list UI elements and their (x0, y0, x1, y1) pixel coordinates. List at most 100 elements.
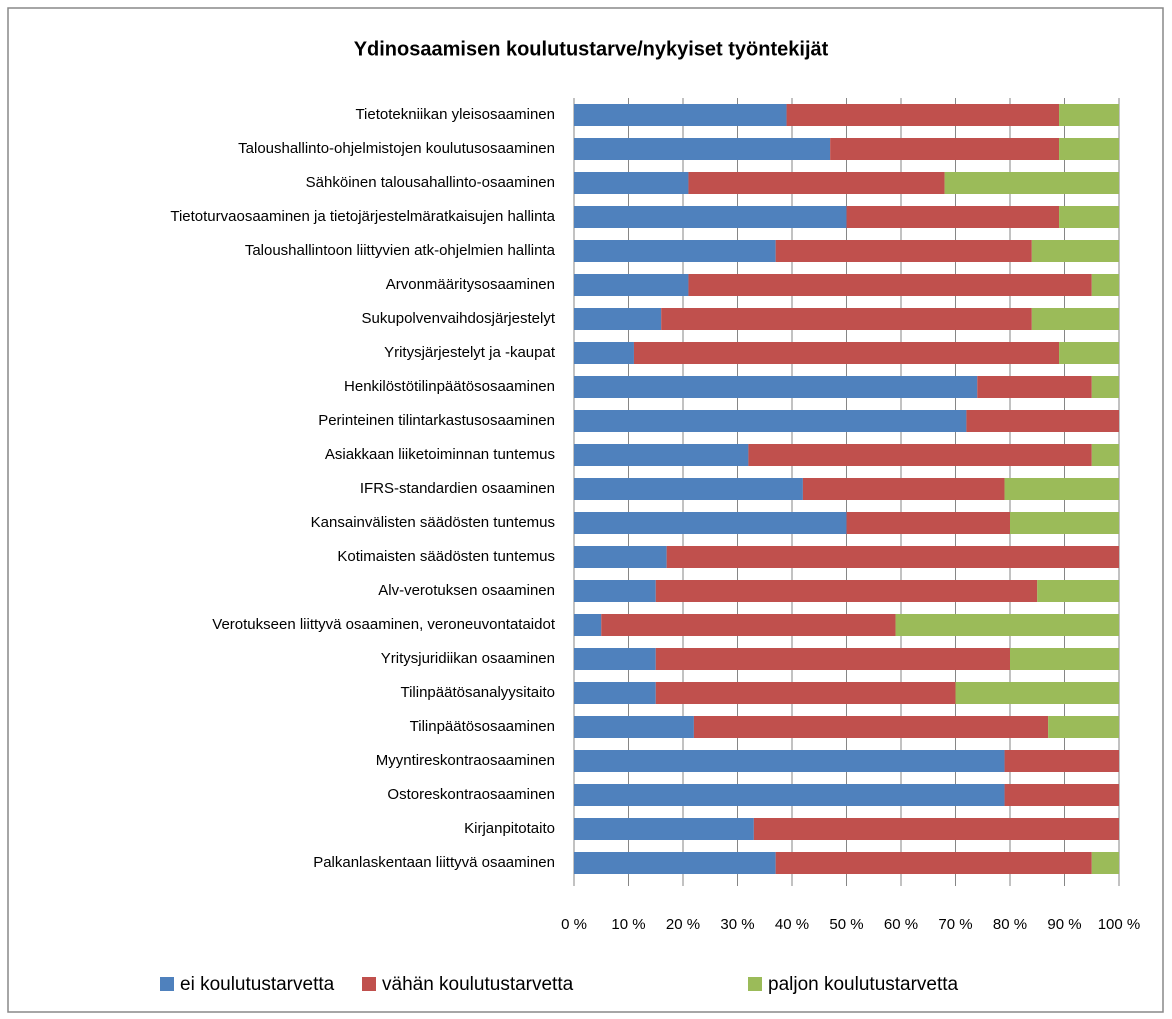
bar-segment (688, 172, 945, 194)
bar-segment (1059, 342, 1119, 364)
x-tick-label: 50 % (829, 916, 863, 933)
legend-swatch (362, 977, 376, 991)
bar-segment (574, 444, 749, 466)
legend-swatch (160, 977, 174, 991)
bar-segment (574, 342, 634, 364)
bar-segment (574, 478, 803, 500)
bar-segment (775, 852, 1092, 874)
bar-segment (574, 784, 1005, 806)
bar-segment (574, 138, 831, 160)
y-tick-label: Henkilöstötilinpäätösosaaminen (344, 378, 555, 395)
y-tick-label: Tilinpäätösosaaminen (410, 718, 555, 735)
x-tick-label: 100 % (1098, 916, 1141, 933)
bar-segment (1091, 274, 1119, 296)
bar-segment (1037, 580, 1119, 602)
y-tick-label: Sähköinen talousahallinto-osaaminen (306, 174, 555, 191)
x-tick-label: 90 % (1047, 916, 1081, 933)
bar-segment (574, 648, 656, 670)
bar-segment (966, 410, 1119, 432)
bar-segment (748, 444, 1092, 466)
bar-segment (1059, 206, 1119, 228)
bar-segment (1004, 784, 1119, 806)
bar-segment (955, 682, 1119, 704)
y-tick-label: Verotukseen liittyvä osaaminen, veroneuv… (212, 616, 556, 633)
bar-segment (574, 240, 776, 262)
y-tick-label: Myyntireskontraosaaminen (376, 752, 555, 769)
bar-segment (655, 648, 1010, 670)
bar-segment (1010, 648, 1119, 670)
bar-segment (1010, 512, 1119, 534)
bar-segment (1059, 104, 1119, 126)
bar-segment (1004, 750, 1119, 772)
bar-segment (574, 750, 1005, 772)
bar-segment (753, 818, 1119, 840)
bar-segment (574, 716, 694, 738)
y-tick-label: Yritysjärjestelyt ja -kaupat (384, 344, 556, 361)
bar-segment (574, 580, 656, 602)
bar-segment (633, 342, 1060, 364)
y-tick-label: Tietoturvaosaaminen ja tietojärjestelmär… (170, 208, 555, 225)
legend-label: vähän koulutustarvetta (382, 974, 574, 995)
bar-segment (1048, 716, 1119, 738)
bar-segment (786, 104, 1060, 126)
bar-segment (574, 682, 656, 704)
x-tick-label: 0 % (561, 916, 587, 933)
y-tick-label: Taloushallintoon liittyvien atk-ohjelmie… (245, 242, 556, 259)
bar-segment (846, 512, 1010, 534)
y-tick-label: Asiakkaan liiketoiminnan tuntemus (325, 446, 555, 463)
bar-segment (688, 274, 1092, 296)
bar-segment (574, 614, 602, 636)
bar-segment (693, 716, 1049, 738)
y-tick-label: Tilinpäätösanalyysitaito (400, 684, 555, 701)
bar-segment (977, 376, 1092, 398)
bar-segment (775, 240, 1032, 262)
bar-segment (666, 546, 1119, 568)
y-tick-label: Ostoreskontraosaaminen (387, 786, 555, 803)
bar-segment (574, 818, 754, 840)
x-tick-label: 70 % (938, 916, 972, 933)
bar-segment (1091, 376, 1119, 398)
x-tick-label: 40 % (775, 916, 809, 933)
bar-segment (574, 104, 787, 126)
y-tick-label: Kotimaisten säädösten tuntemus (337, 548, 555, 565)
bar-segment (574, 852, 776, 874)
chart-title: Ydinosaamisen koulutustarve/nykyiset työ… (354, 38, 829, 60)
legend-label: paljon koulutustarvetta (768, 974, 959, 995)
legend-label: ei koulutustarvetta (180, 974, 335, 995)
bar-segment (1059, 138, 1119, 160)
bar-segment (655, 580, 1038, 602)
bar-segment (846, 206, 1060, 228)
y-tick-label: Arvonmääritysosaaminen (386, 276, 555, 293)
bar-segment (1031, 308, 1119, 330)
y-tick-label: Palkanlaskentaan liittyvä osaaminen (313, 854, 555, 871)
y-tick-label: Taloushallinto-ohjelmistojen koulutusosa… (238, 140, 555, 157)
bar-segment (655, 682, 956, 704)
bar-segment (895, 614, 1119, 636)
bar-segment (1091, 444, 1119, 466)
bar-segment (1004, 478, 1119, 500)
y-tick-label: Perinteinen tilintarkastusosaaminen (318, 412, 555, 429)
y-tick-label: IFRS-standardien osaaminen (360, 480, 555, 497)
bar-segment (574, 512, 847, 534)
y-tick-label: Sukupolvenvaihdosjärjestelyt (362, 310, 556, 327)
x-tick-label: 60 % (884, 916, 918, 933)
bar-segment (1031, 240, 1119, 262)
bar-segment (830, 138, 1060, 160)
bar-segment (944, 172, 1119, 194)
bar-segment (574, 546, 667, 568)
y-tick-label: Kirjanpitotaito (464, 820, 555, 837)
y-tick-label: Kansainvälisten säädösten tuntemus (311, 514, 555, 531)
bar-segment (601, 614, 896, 636)
y-tick-label: Tietotekniikan yleisosaaminen (355, 106, 555, 123)
bar-segment (574, 410, 967, 432)
x-tick-label: 30 % (720, 916, 754, 933)
bar-segment (574, 206, 847, 228)
bar-segment (574, 172, 689, 194)
bar-segment (574, 308, 662, 330)
y-tick-label: Yritysjuridiikan osaaminen (381, 650, 555, 667)
bar-segment (574, 376, 978, 398)
x-tick-label: 10 % (611, 916, 645, 933)
bar-segment (1091, 852, 1119, 874)
bar-segment (574, 274, 689, 296)
